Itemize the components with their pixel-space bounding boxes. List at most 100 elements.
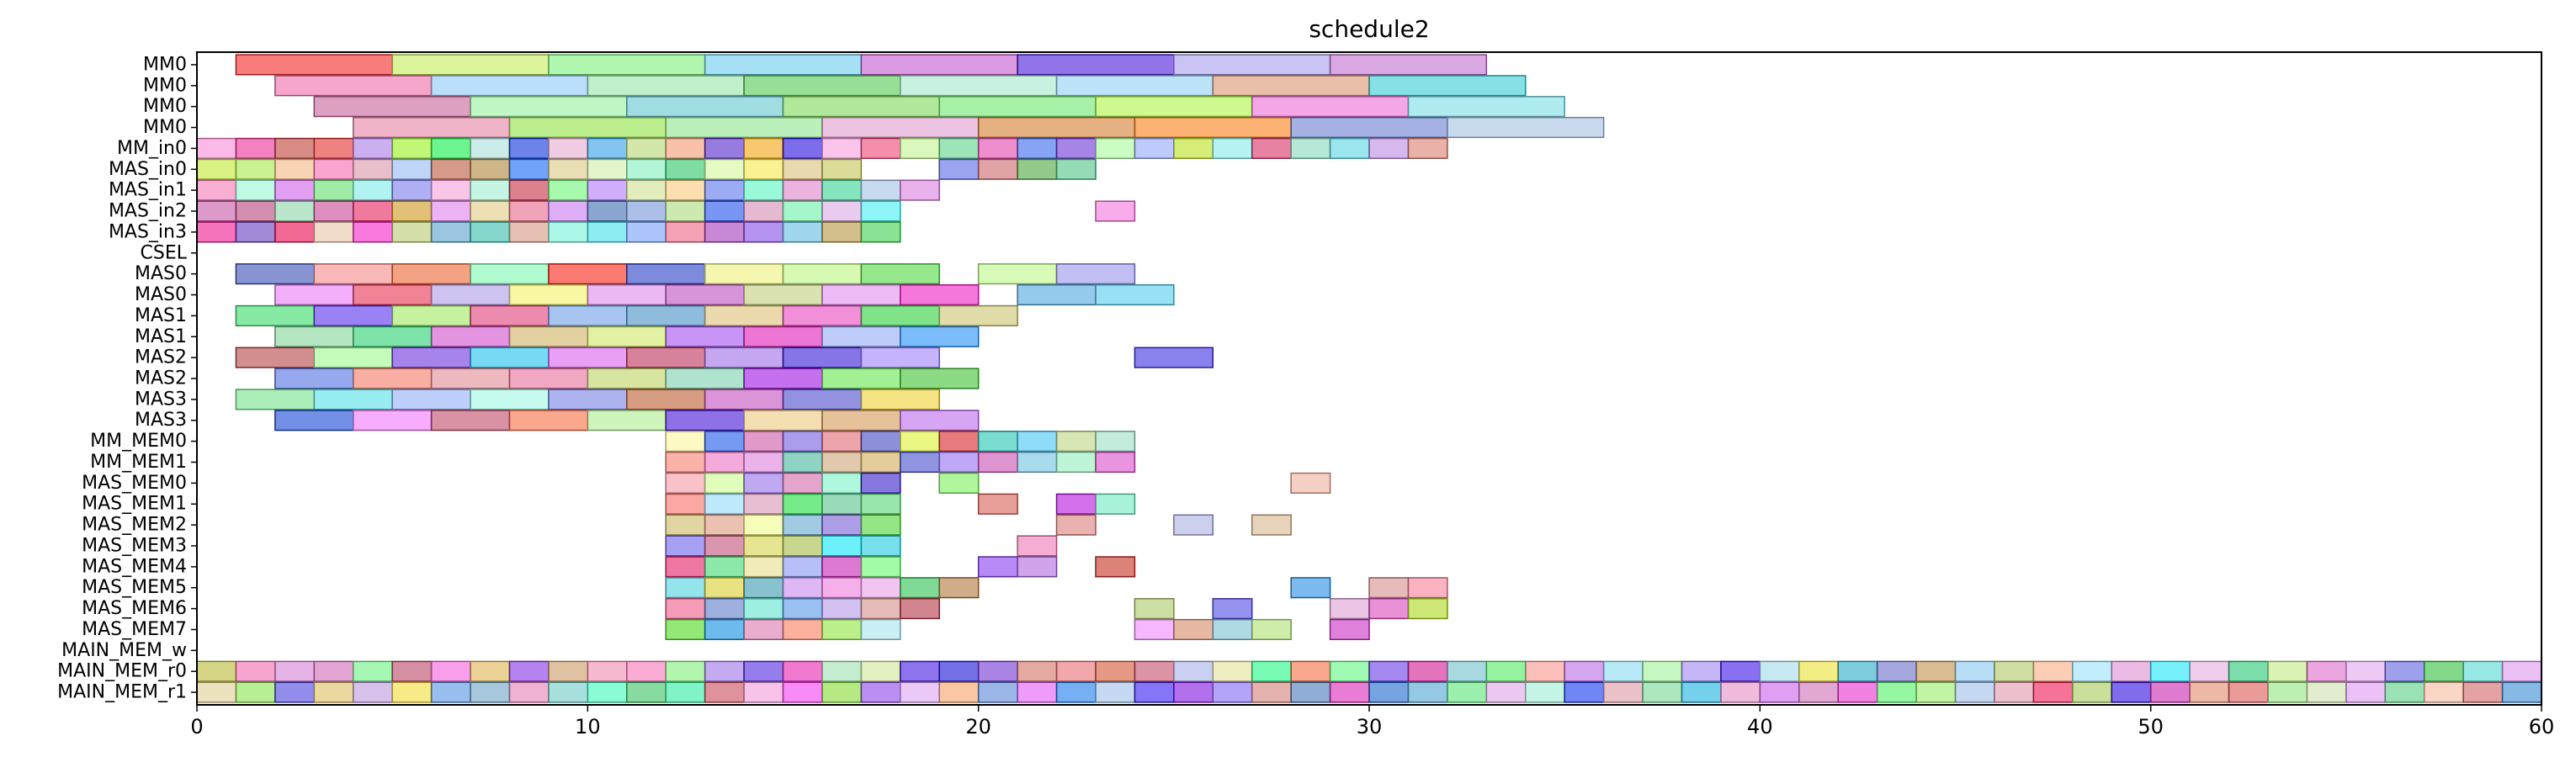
task-bar xyxy=(665,451,706,474)
task-bar xyxy=(782,389,863,410)
task-bar xyxy=(1095,556,1136,578)
task-bar xyxy=(1720,681,1761,703)
task-bar xyxy=(782,431,823,453)
task-bar xyxy=(665,493,706,515)
task-bar xyxy=(860,137,901,159)
task-bar xyxy=(274,326,354,347)
task-bar xyxy=(704,179,745,201)
row-label: MAS3 xyxy=(135,389,187,410)
task-bar xyxy=(860,389,940,410)
task-bar xyxy=(587,221,628,243)
task-bar xyxy=(1212,598,1253,620)
task-bar xyxy=(1837,681,1878,703)
task-bar xyxy=(860,618,901,641)
task-bar xyxy=(900,577,940,599)
x-tick-label: 10 xyxy=(575,715,601,738)
task-bar xyxy=(470,389,550,410)
task-bar xyxy=(743,660,784,682)
task-bar xyxy=(1173,514,1214,536)
task-bar xyxy=(235,263,316,285)
task-bar xyxy=(313,179,354,201)
task-bar xyxy=(626,179,667,201)
task-bar xyxy=(626,347,706,368)
x-axis: 0 10 20 30 40 50 60 xyxy=(190,705,2554,738)
task-bar xyxy=(313,200,354,222)
task-bar xyxy=(1485,660,1527,682)
task-bar xyxy=(704,556,745,578)
task-bar xyxy=(430,283,511,306)
task-bar xyxy=(391,179,433,201)
task-bar xyxy=(1173,137,1214,159)
task-bar xyxy=(1055,451,1097,474)
task-bar xyxy=(313,263,393,285)
task-bar xyxy=(1017,660,1058,682)
task-bar xyxy=(548,681,589,703)
task-bar xyxy=(1994,660,2035,682)
task-bar xyxy=(548,200,589,222)
task-bar xyxy=(1134,347,1214,368)
task-bar xyxy=(860,221,901,243)
task-bar xyxy=(2149,681,2191,703)
task-bar xyxy=(1485,681,1527,703)
row-label: MM0 xyxy=(143,117,187,138)
task-bar xyxy=(1329,660,1370,682)
task-bar xyxy=(587,179,628,201)
task-bar xyxy=(665,200,706,222)
task-bar xyxy=(782,618,823,641)
row-label: MAS1 xyxy=(135,326,187,347)
task-bar xyxy=(626,304,706,326)
task-bar xyxy=(900,179,940,201)
task-bar xyxy=(665,556,706,578)
task-bar xyxy=(860,263,940,285)
row-label: MAS_MEM3 xyxy=(82,535,187,556)
task-bar xyxy=(1095,493,1136,515)
task-bar xyxy=(470,347,550,368)
task-bar xyxy=(391,304,471,326)
task-bar xyxy=(900,326,980,347)
row-label: MAS2 xyxy=(135,368,187,389)
task-bar xyxy=(430,179,471,201)
task-bar xyxy=(1681,681,1722,703)
task-bar xyxy=(626,389,706,410)
task-bar xyxy=(1407,577,1448,599)
task-bar xyxy=(743,472,784,494)
task-bar xyxy=(704,493,745,515)
task-bar xyxy=(1173,660,1214,682)
task-bar xyxy=(274,410,354,431)
task-bar xyxy=(665,326,745,347)
task-bar xyxy=(1017,556,1058,578)
x-tick-label: 0 xyxy=(190,715,203,738)
row-label: MAS_MEM1 xyxy=(82,494,187,515)
task-bar xyxy=(665,179,706,201)
task-bar xyxy=(2384,681,2425,703)
task-bar xyxy=(1642,660,1683,682)
task-bar xyxy=(2306,660,2347,682)
task-bar xyxy=(2384,660,2425,682)
row-label: MM_MEM0 xyxy=(90,431,187,452)
task-bar xyxy=(704,347,784,368)
task-bar xyxy=(821,577,863,599)
task-bar xyxy=(196,179,237,201)
chart-title: schedule2 xyxy=(1309,15,1429,43)
task-bar xyxy=(1759,660,1800,682)
task-bar xyxy=(626,137,667,159)
task-bar xyxy=(782,556,823,578)
task-bar xyxy=(587,368,667,389)
row-label: MAS_MEM4 xyxy=(82,556,187,577)
task-bar xyxy=(821,681,863,703)
task-bar xyxy=(900,431,940,453)
task-bar xyxy=(860,514,901,536)
task-bar xyxy=(196,137,237,159)
row-label: MAS2 xyxy=(135,347,187,368)
task-bar xyxy=(2423,660,2464,682)
task-bar xyxy=(977,493,1018,515)
row-label: MAS_MEM0 xyxy=(82,473,187,494)
task-bar xyxy=(1212,75,1370,97)
task-bar xyxy=(782,535,823,557)
task-bar xyxy=(508,137,550,159)
task-bar xyxy=(1524,660,1565,682)
task-bar xyxy=(274,179,316,201)
row-label: MAS_in3 xyxy=(109,221,187,242)
row-label: MAIN_MEM_r1 xyxy=(57,682,187,703)
task-bar xyxy=(1564,681,1605,703)
